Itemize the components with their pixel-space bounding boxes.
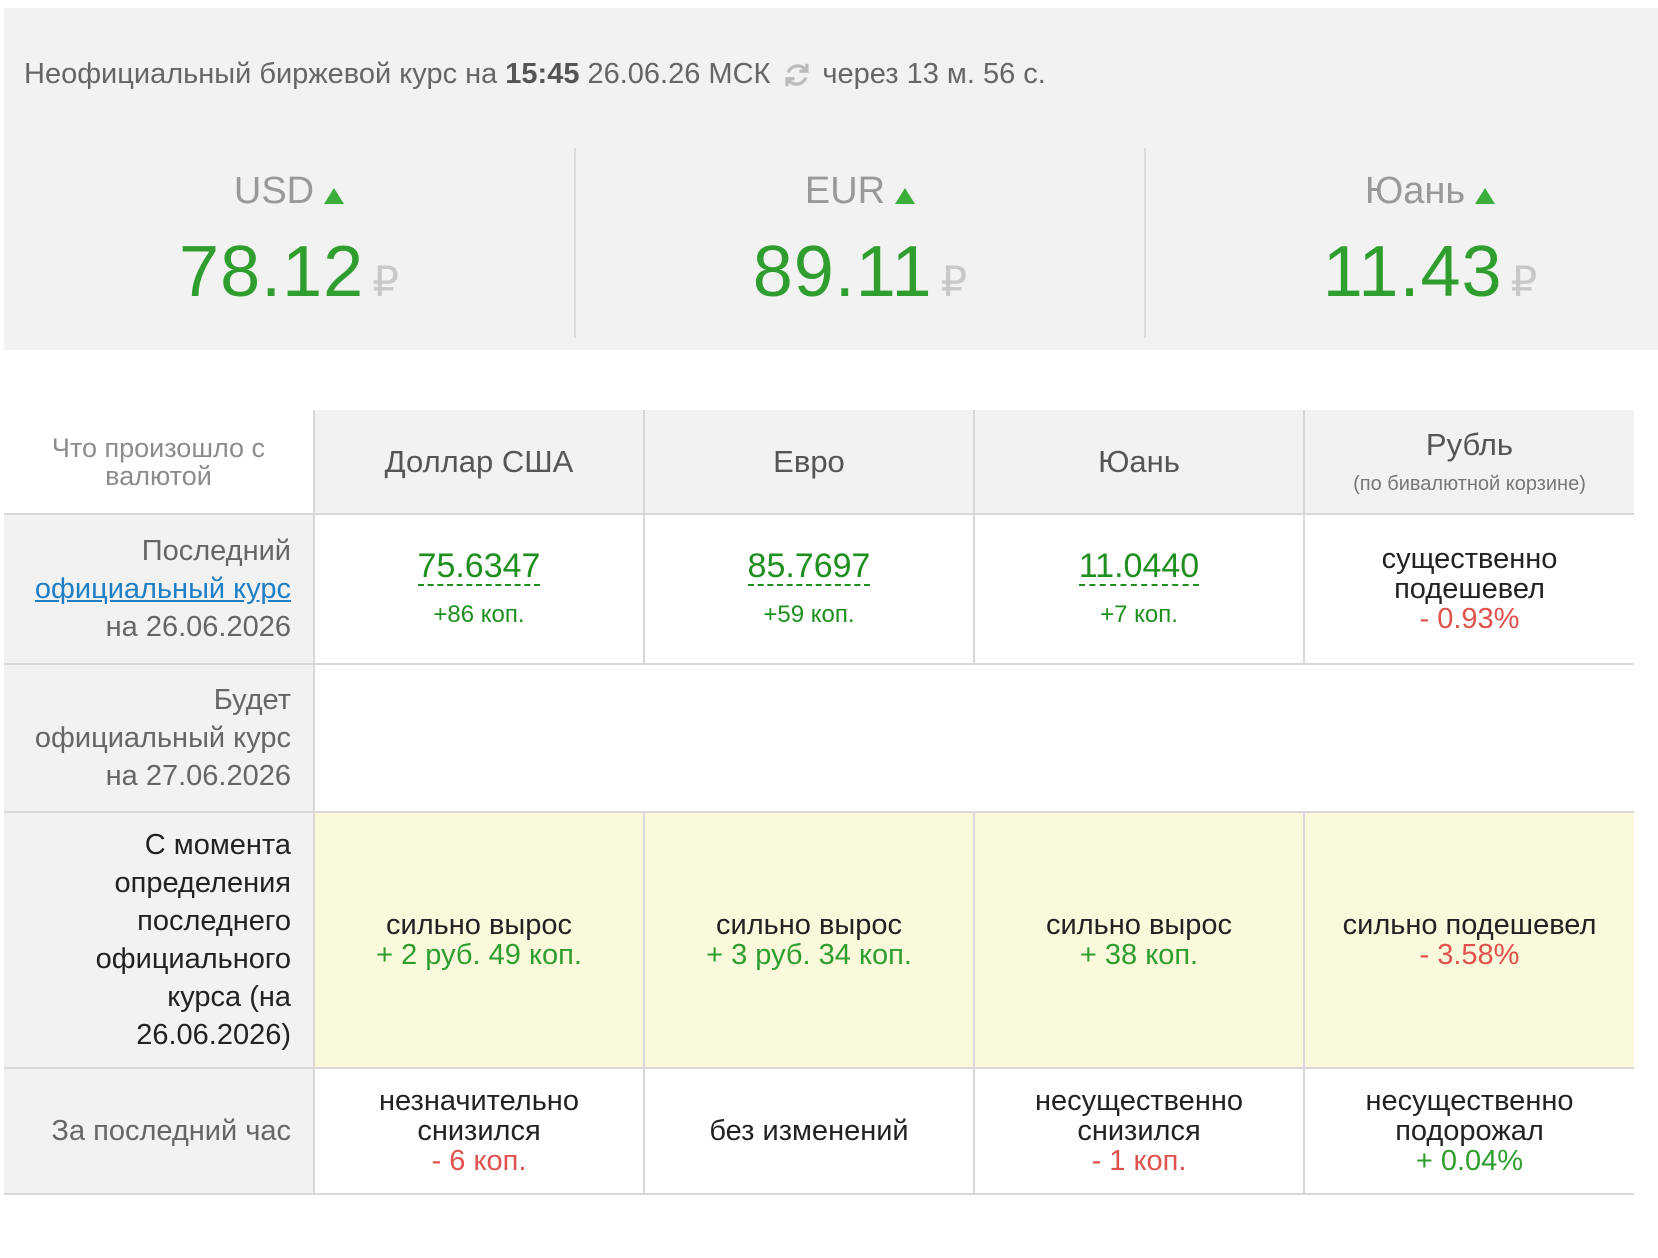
rates-table: Что произошло с валютой Доллар США Евро … xyxy=(4,410,1634,1195)
quote-eur: EUR 89.11 ₽ xyxy=(574,148,1144,338)
quote-name: EUR xyxy=(804,170,886,212)
ticker-header: Неофициальный биржевой курс на 15:45 26.… xyxy=(24,58,1046,91)
official-rate-value[interactable]: 85.7697 xyxy=(747,547,871,586)
change-delta: + 3 руб. 34 коп. xyxy=(706,939,912,971)
col-header-sub: (по бивалютной корзине) xyxy=(1353,473,1586,495)
refresh-countdown: через 13 м. 56 с. xyxy=(822,58,1046,90)
table-row-since-official: С момента определения последнего официал… xyxy=(4,812,1634,1069)
cell-rub: сильно подешевел - 3.58% xyxy=(1303,812,1634,1069)
quote-name: USD xyxy=(233,170,315,212)
row-label: Будет официальный курс на 27.06.2026 xyxy=(4,664,314,813)
change-text: сильно подешевел xyxy=(1342,909,1597,941)
ticker-time: 15:45 xyxy=(505,58,580,90)
row-label: Последний официальный курс на 26.06.2026 xyxy=(4,514,314,665)
change-text: сильно вырос xyxy=(1046,909,1232,941)
col-header-usd: Доллар США xyxy=(313,410,644,515)
row-label: За последний час xyxy=(4,1068,314,1195)
rate-delta: +7 коп. xyxy=(1100,601,1178,628)
row-label: С момента определения последнего официал… xyxy=(4,812,314,1069)
arrow-up-icon xyxy=(1475,187,1496,204)
table-row-last-hour: За последний час незначительно снизился … xyxy=(4,1068,1634,1195)
arrow-up-icon xyxy=(895,187,916,204)
change-delta: - 6 коп. xyxy=(431,1145,527,1177)
official-rate-value[interactable]: 11.0440 xyxy=(1078,547,1200,586)
ruble-sign: ₽ xyxy=(1510,258,1538,305)
ticker-prefix: Неофициальный биржевой курс на xyxy=(24,58,498,90)
change-text: несущественно подорожал xyxy=(1365,1085,1574,1147)
ruble-sign: ₽ xyxy=(372,258,399,305)
change-delta: + 0.04% xyxy=(1415,1145,1524,1177)
ruble-sign: ₽ xyxy=(940,258,968,305)
cell-cny: несущественно снизился - 1 коп. xyxy=(973,1068,1304,1195)
cell-rub: существенно подешевел - 0.93% xyxy=(1303,514,1634,665)
arrow-up-icon xyxy=(324,187,345,204)
cell-eur: сильно вырос + 3 руб. 34 коп. xyxy=(643,812,974,1069)
corner-label: Что произошло с валютой xyxy=(4,410,314,515)
col-header-cny: Юань xyxy=(973,410,1304,515)
col-header-rub: Рубль (по бивалютной корзине) xyxy=(1303,410,1634,515)
change-text: сильно вырос xyxy=(386,909,572,941)
next-rate-empty xyxy=(313,664,1634,813)
change-delta: + 2 руб. 49 коп. xyxy=(376,939,582,971)
change-delta: - 3.58% xyxy=(1419,939,1520,971)
quote-value: 89.11 xyxy=(752,232,933,312)
change-text: несущественно снизился xyxy=(1035,1085,1243,1147)
quote-value: 78.12 xyxy=(179,232,365,312)
table-row-next-official: Будет официальный курс на 27.06.2026 xyxy=(4,664,1634,813)
change-delta: + 38 коп. xyxy=(1079,939,1199,971)
cell-usd: незначительно снизился - 6 коп. xyxy=(313,1068,644,1195)
change-delta: - 1 коп. xyxy=(1091,1145,1187,1177)
quote-usd: USD 78.12 ₽ xyxy=(4,148,574,338)
col-header-eur: Евро xyxy=(643,410,974,515)
ticker-date: 26.06.26 МСК xyxy=(587,58,771,90)
quote-name: Юань xyxy=(1364,170,1466,212)
cell-eur: без изменений xyxy=(643,1068,974,1195)
quote-value: 11.43 xyxy=(1322,232,1503,312)
cell-eur: 85.7697 +59 коп. xyxy=(643,514,974,665)
cell-usd: 75.6347 +86 коп. xyxy=(313,514,644,665)
official-rate-value[interactable]: 75.6347 xyxy=(417,547,541,586)
table-header-row: Что произошло с валютой Доллар США Евро … xyxy=(4,410,1634,515)
change-text: существенно подешевел xyxy=(1381,543,1558,605)
change-text: сильно вырос xyxy=(716,909,902,941)
rate-delta: +86 коп. xyxy=(433,601,525,628)
change-text: без изменений xyxy=(709,1115,909,1147)
cell-usd: сильно вырос + 2 руб. 49 коп. xyxy=(313,812,644,1069)
cell-cny: сильно вырос + 38 коп. xyxy=(973,812,1304,1069)
change-delta: - 0.93% xyxy=(1419,603,1520,635)
rate-delta: +59 коп. xyxy=(763,601,855,628)
change-text: незначительно снизился xyxy=(379,1085,579,1147)
cell-cny: 11.0440 +7 коп. xyxy=(973,514,1304,665)
exchange-ticker: Неофициальный биржевой курс на 15:45 26.… xyxy=(4,8,1658,350)
quote-cny: Юань 11.43 ₽ xyxy=(1144,148,1658,338)
refresh-icon[interactable] xyxy=(782,60,812,90)
official-rate-link[interactable]: официальный курс xyxy=(34,573,291,605)
table-row-last-official: Последний официальный курс на 26.06.2026… xyxy=(4,514,1634,665)
cell-rub: несущественно подорожал + 0.04% xyxy=(1303,1068,1634,1195)
